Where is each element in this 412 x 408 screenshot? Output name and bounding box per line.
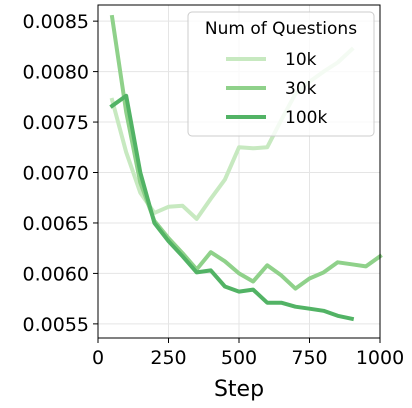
- y-tick-label: 0.0055: [23, 314, 89, 336]
- legend-label: 100k: [285, 108, 327, 128]
- x-tick-label: 750: [291, 347, 327, 369]
- legend: Num of Questions 10k 30k 100k: [187, 11, 375, 137]
- series-line-100k: [109, 93, 355, 322]
- x-tick-label: 0: [92, 347, 104, 369]
- y-tick-label: 0.0075: [23, 112, 89, 134]
- legend-box: [187, 11, 375, 137]
- y-axis-ticks: 0.0055 0.0060 0.0065 0.0070 0.0075 0.0080 0.00…: [23, 11, 98, 336]
- y-tick-label: 0.0060: [23, 263, 89, 285]
- legend-items: 10k 30k 100k: [226, 50, 327, 128]
- x-axis-ticks: 0 250 500 750 1000: [92, 338, 404, 369]
- x-tick-label: 250: [150, 347, 186, 369]
- y-tick-label: 0.0080: [23, 62, 89, 84]
- x-axis-title: Step: [214, 377, 264, 402]
- x-tick-label: 1000: [356, 347, 404, 369]
- legend-label: 30k: [285, 79, 317, 99]
- y-tick-label: 0.0065: [23, 213, 89, 235]
- y-tick-label: 0.0070: [23, 163, 89, 185]
- legend-label: 10k: [285, 50, 317, 70]
- x-tick-label: 500: [221, 347, 257, 369]
- y-tick-label: 0.0085: [23, 11, 89, 33]
- legend-title: Num of Questions: [205, 19, 357, 39]
